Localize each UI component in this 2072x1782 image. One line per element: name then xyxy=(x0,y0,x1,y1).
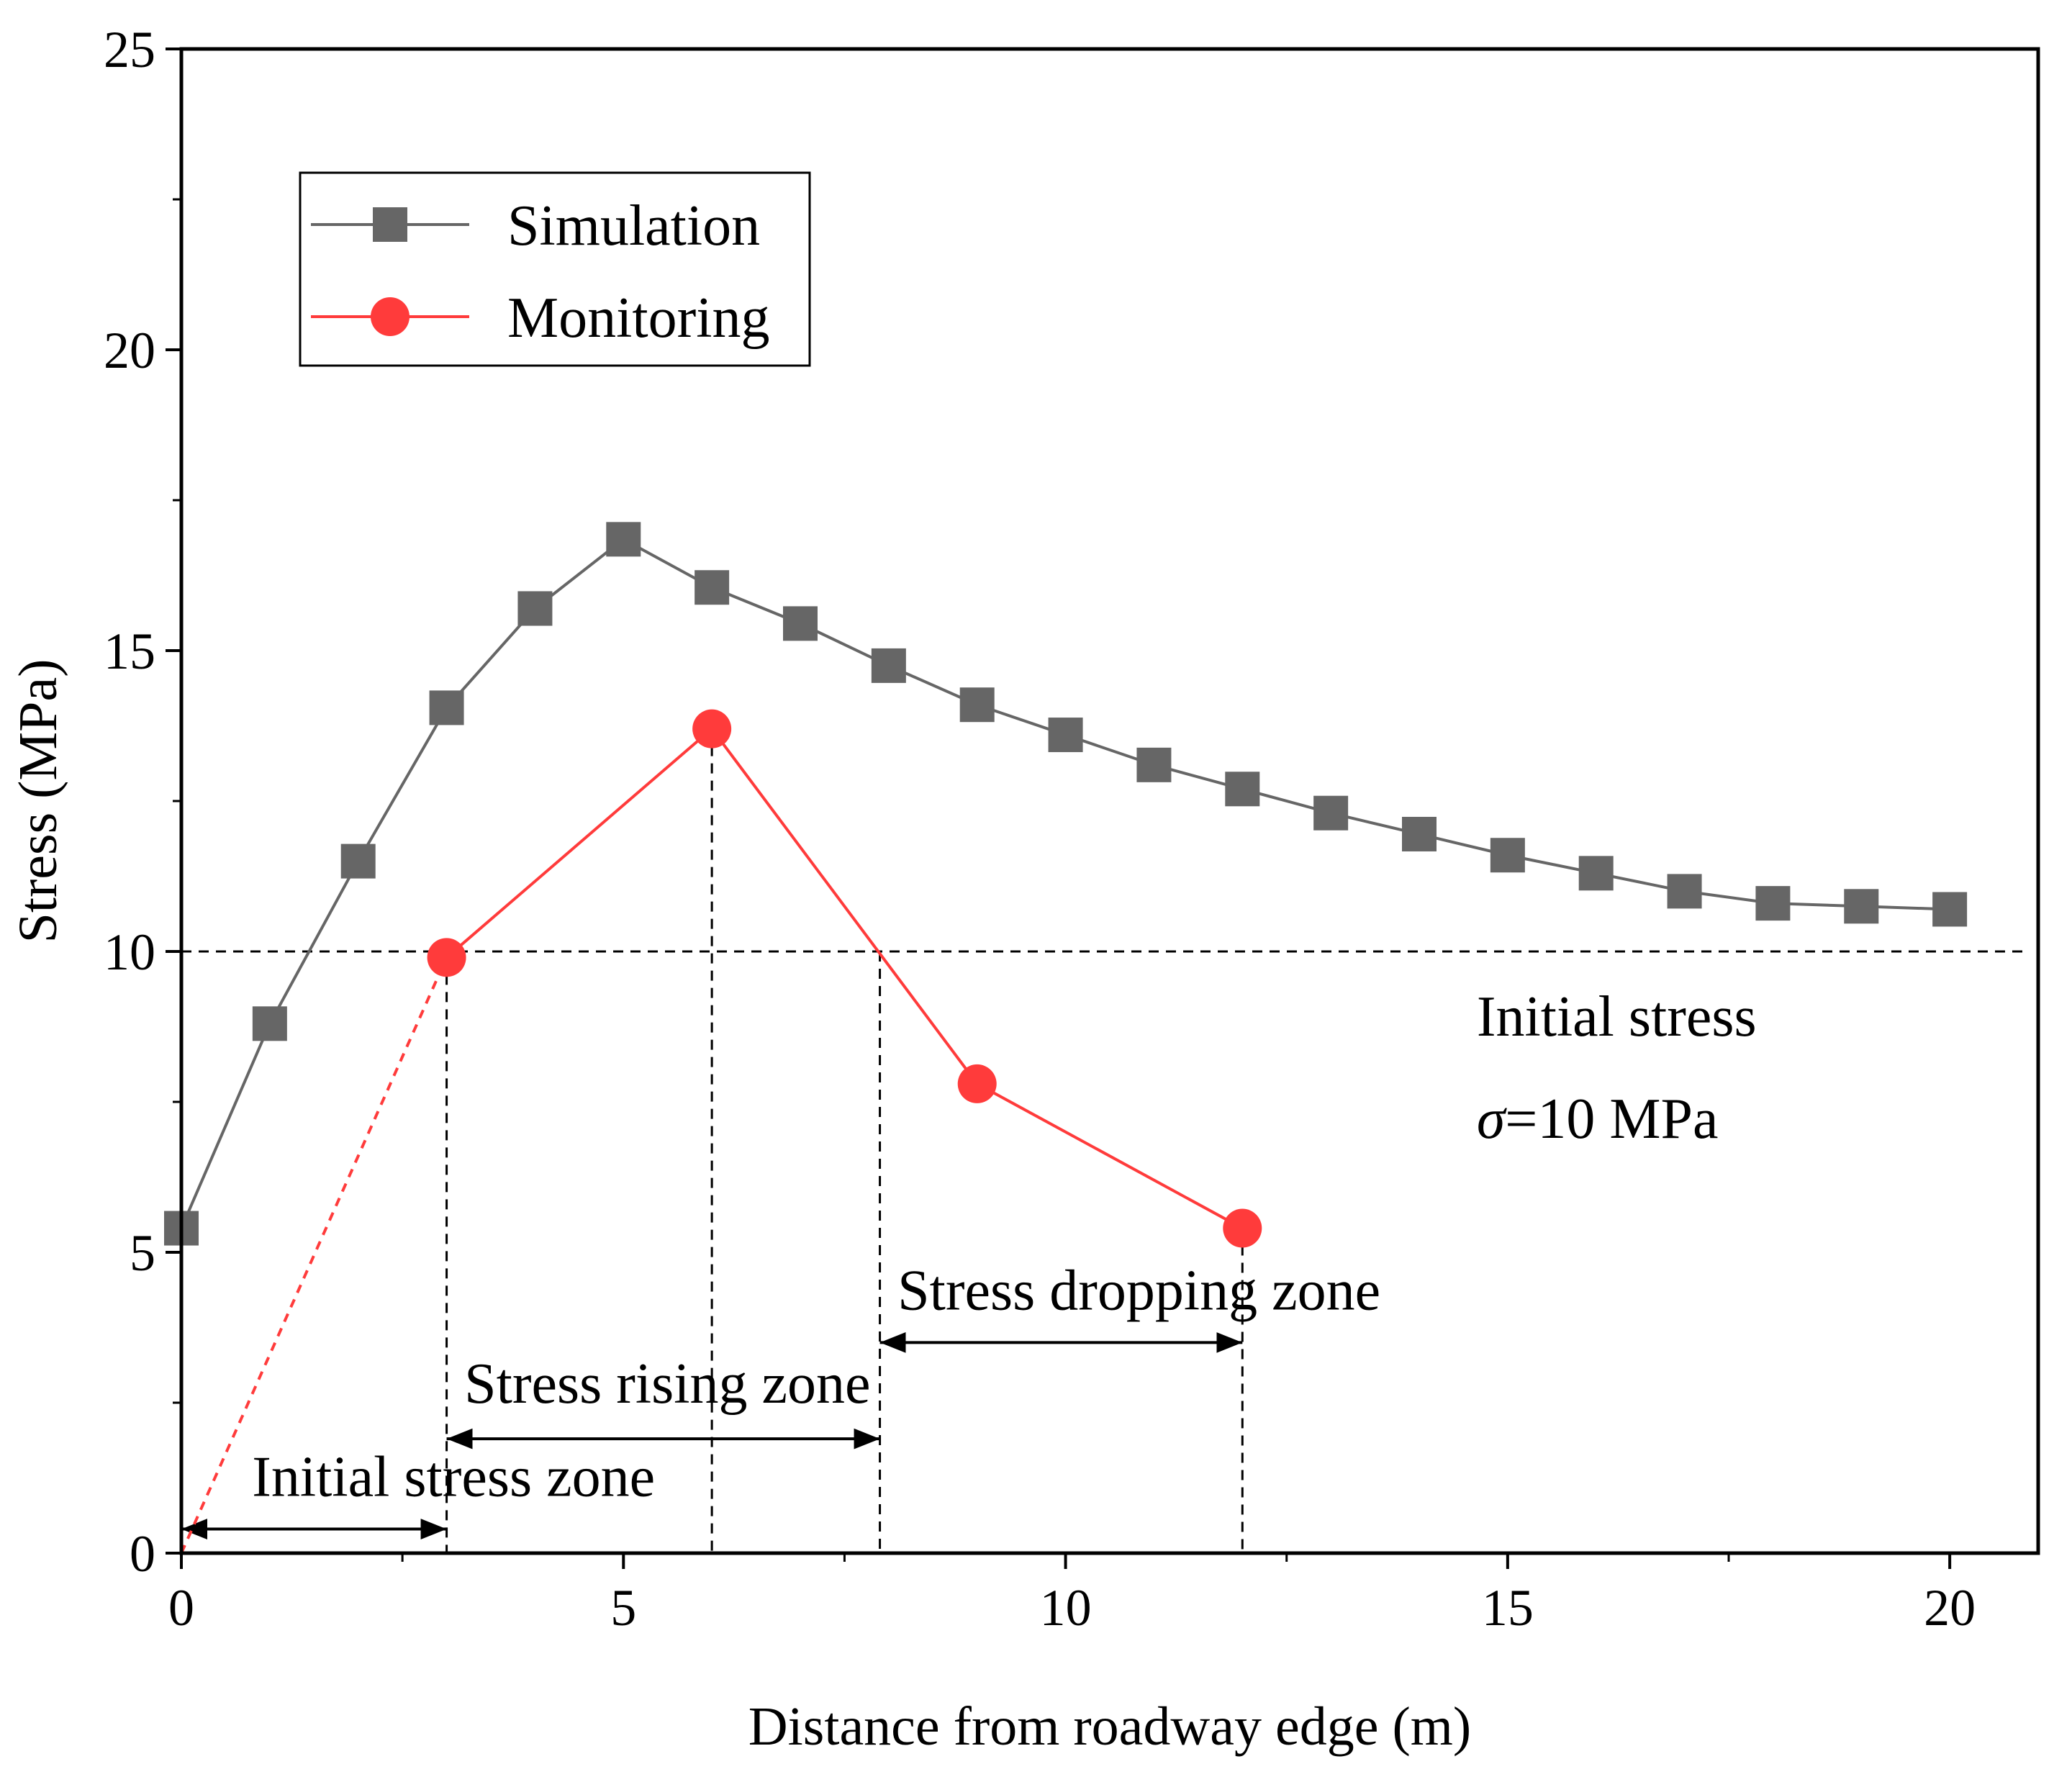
simulation-data-point xyxy=(606,522,641,557)
y-tick-label: 15 xyxy=(104,623,155,680)
simulation-data-point xyxy=(1225,772,1260,807)
simulation-data-point xyxy=(1048,718,1083,753)
simulation-data-point xyxy=(1402,816,1437,851)
y-tick-label: 5 xyxy=(130,1224,155,1282)
simulation-data-point xyxy=(871,648,906,683)
monitoring-data-point xyxy=(692,709,732,748)
simulation-data-point xyxy=(695,570,730,605)
y-axis-title: Stress (MPa) xyxy=(8,659,68,944)
simulation-data-point xyxy=(959,687,995,723)
monitoring-extrapolation-line xyxy=(180,956,448,1554)
monitoring-data-point xyxy=(1223,1208,1262,1248)
simulation-data-point xyxy=(1490,838,1525,873)
sigma-symbol: σ xyxy=(1477,1087,1507,1151)
monitoring-series-line xyxy=(445,726,1244,1230)
y-tick-label: 25 xyxy=(104,21,155,78)
y-tick-label: 10 xyxy=(104,923,155,981)
monitoring-data-point xyxy=(957,1064,997,1103)
legend-simulation-label: Simulation xyxy=(507,194,760,258)
legend: Simulation Monitoring xyxy=(299,171,811,367)
simulation-data-point xyxy=(1667,874,1702,909)
simulation-data-point xyxy=(340,843,376,879)
simulation-data-point xyxy=(1932,892,1968,927)
x-tick-label: 20 xyxy=(1924,1579,1976,1637)
monitoring-data-point xyxy=(427,938,466,977)
x-tick-label: 0 xyxy=(168,1579,194,1637)
simulation-data-point xyxy=(1136,747,1172,782)
simulation-data-point xyxy=(1313,795,1349,831)
simulation-data-point xyxy=(1578,856,1614,891)
simulation-data-point xyxy=(429,690,464,725)
simulation-data-point xyxy=(1755,886,1791,921)
y-tick-label: 20 xyxy=(104,322,155,379)
legend-monitoring-marker xyxy=(371,297,410,336)
legend-simulation-marker xyxy=(373,207,407,242)
y-tick-label: 0 xyxy=(130,1525,155,1583)
annotation-initial-stress-zone: Initial stress zone xyxy=(252,1446,655,1509)
x-tick-label: 5 xyxy=(610,1579,636,1637)
legend-monitoring-label: Monitoring xyxy=(507,286,769,350)
x-tick-label: 15 xyxy=(1482,1579,1534,1637)
plot-frame xyxy=(179,47,2040,1555)
simulation-data-point xyxy=(1844,889,1879,924)
annotation-stress-dropping-zone: Stress dropping zone xyxy=(897,1259,1380,1322)
simulation-data-point xyxy=(517,591,553,626)
simulation-data-point xyxy=(252,1006,287,1041)
annotation-sigma-value: σ=10 MPa xyxy=(1477,1087,1719,1151)
simulation-data-point xyxy=(783,606,818,641)
x-axis-title: Distance from roadway edge (m) xyxy=(748,1696,1471,1757)
x-tick-label: 10 xyxy=(1040,1579,1092,1637)
annotation-initial-stress: Initial stress xyxy=(1477,985,1757,1049)
sigma-value-text: =10 MPa xyxy=(1505,1087,1718,1151)
annotation-stress-rising-zone: Stress rising zone xyxy=(464,1352,870,1416)
